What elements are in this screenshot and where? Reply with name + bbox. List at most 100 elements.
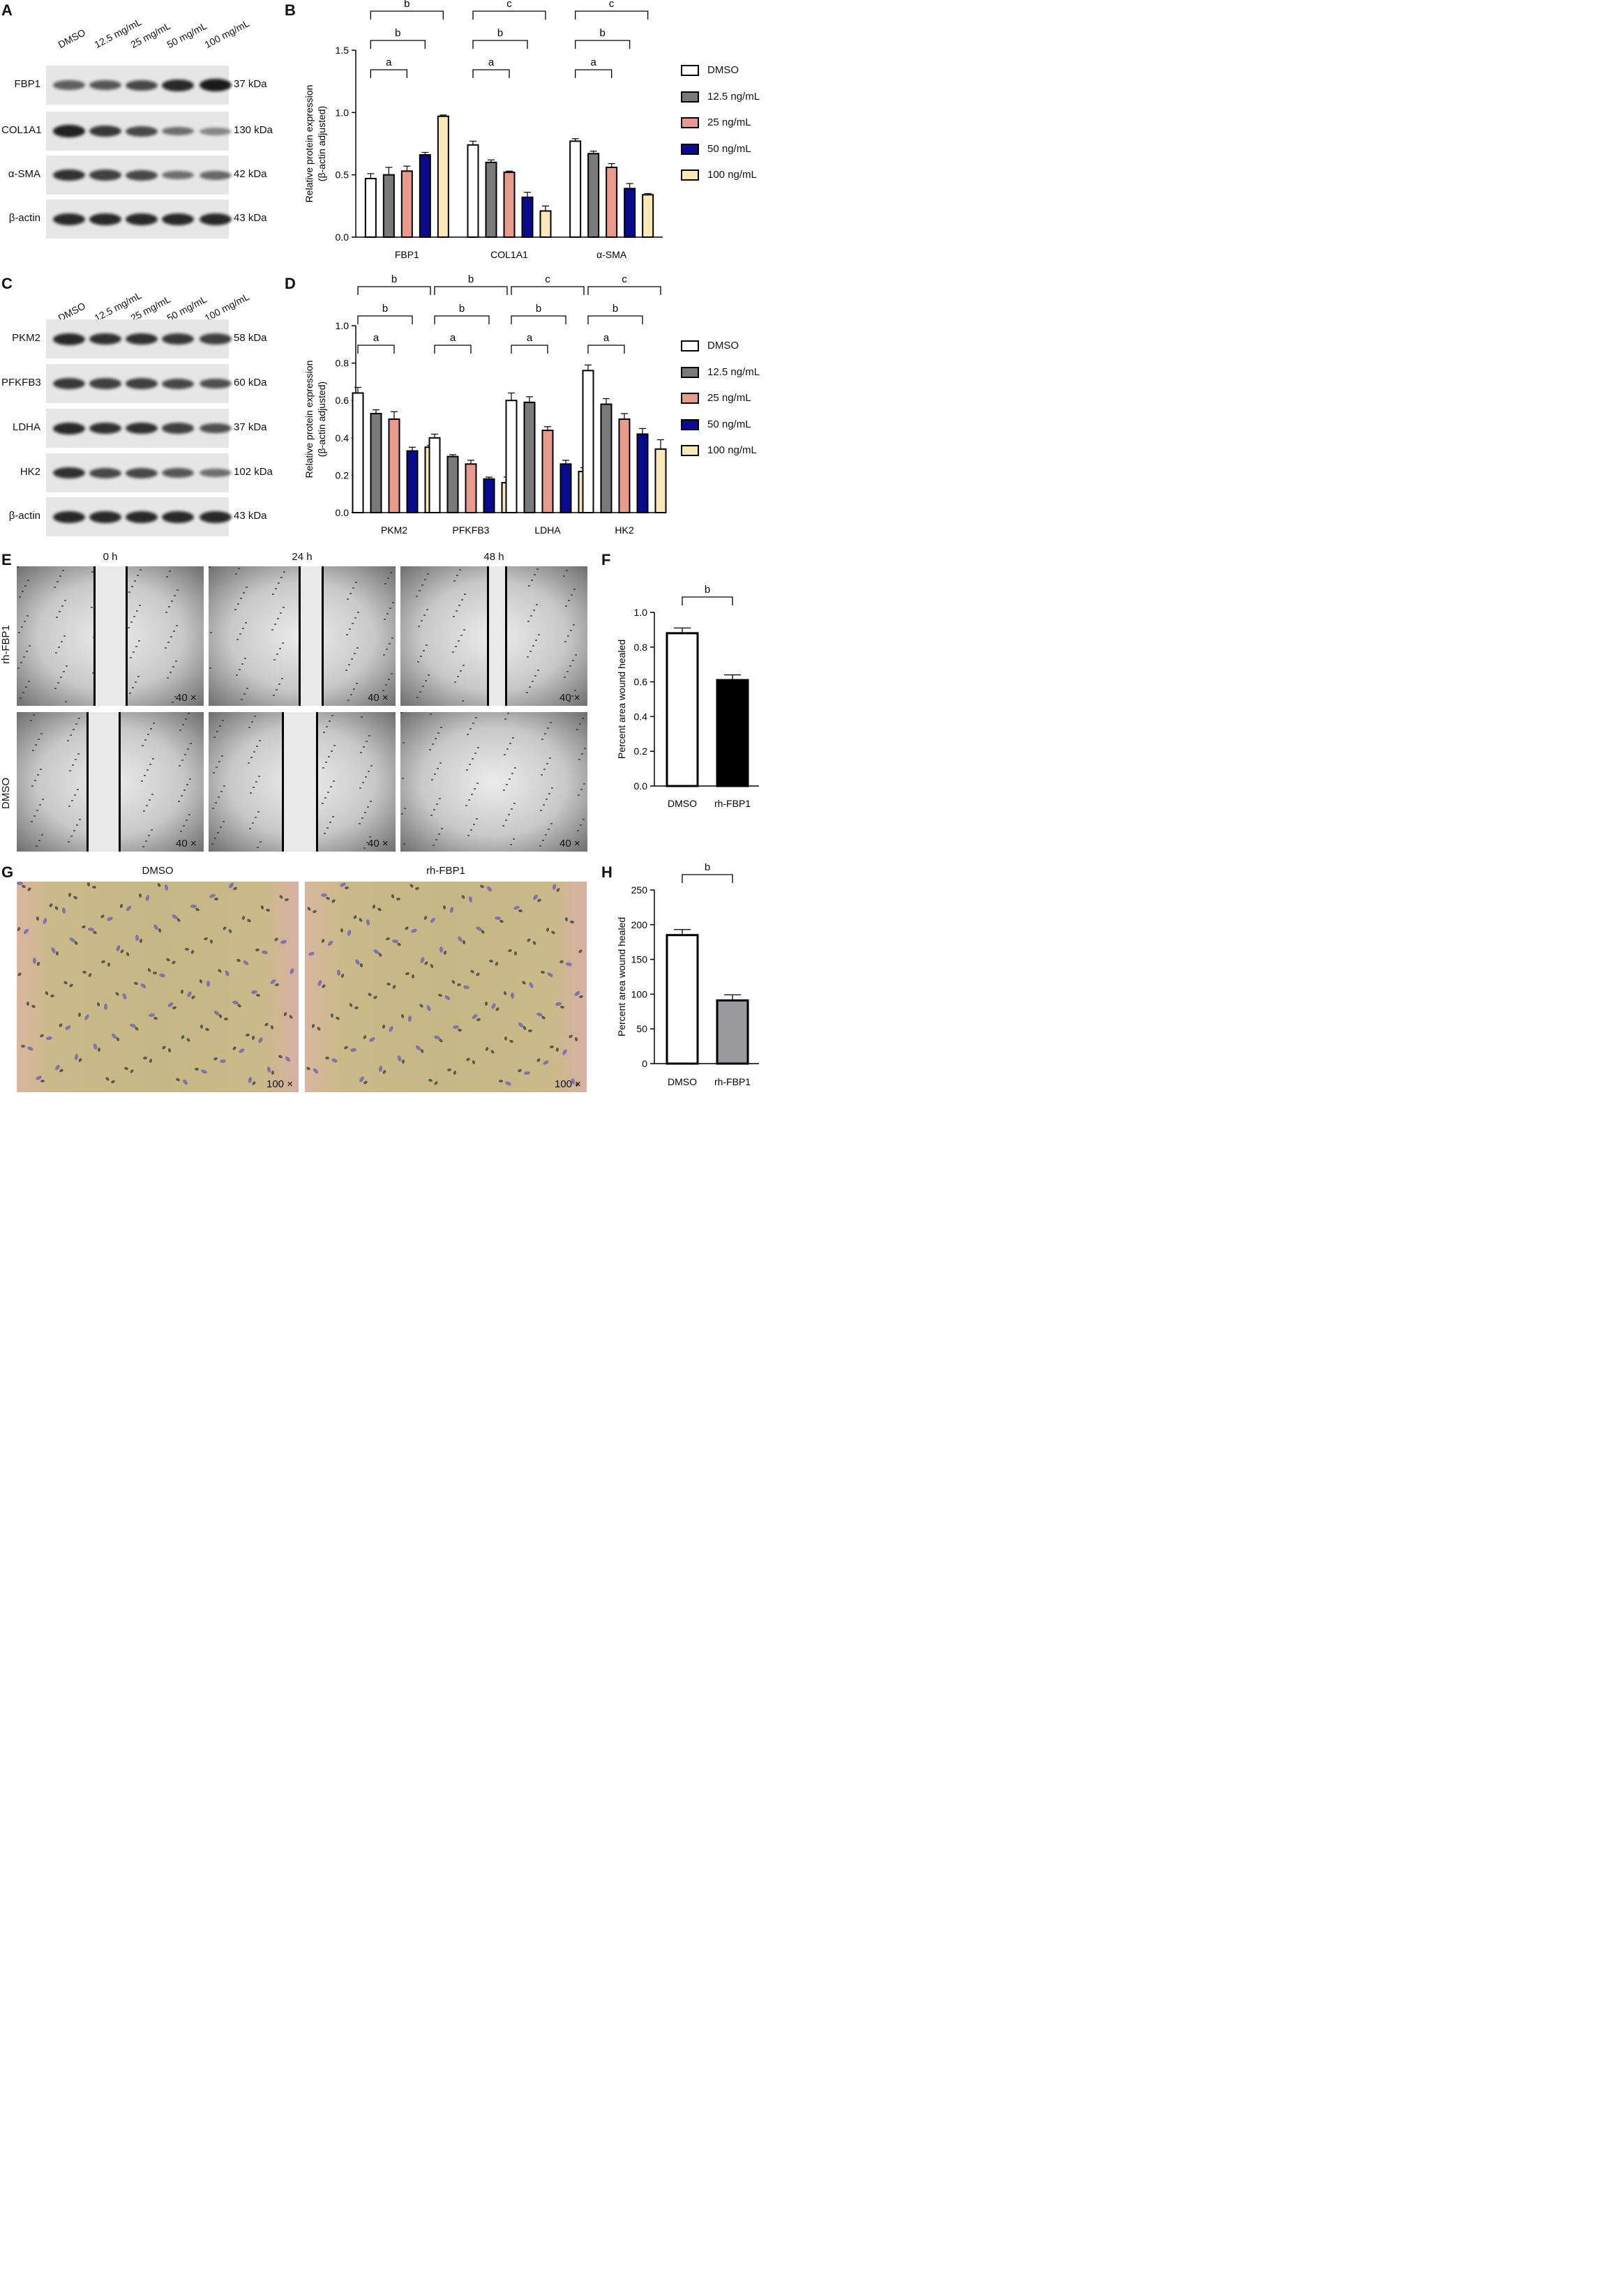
cell-speck — [352, 623, 354, 624]
cell-speck — [181, 795, 183, 796]
membrane-pore — [312, 909, 317, 914]
membrane-pore — [377, 907, 382, 912]
cell-speck — [133, 651, 135, 653]
cell-speck — [17, 667, 20, 669]
cell-speck — [584, 748, 586, 749]
significance-bracket — [587, 345, 625, 354]
y-axis-label: Relative protein expression (β-actin adju… — [303, 361, 327, 478]
cell-speck — [27, 580, 29, 581]
cell-speck — [583, 819, 585, 820]
blot-band — [162, 468, 194, 478]
cell-speck — [258, 776, 260, 777]
cell-speck — [548, 793, 550, 794]
wound-gap — [93, 566, 128, 706]
cell-speck — [416, 697, 419, 698]
membrane-pore — [152, 971, 158, 975]
membrane-pore — [288, 1014, 294, 1020]
cell-speck — [463, 629, 465, 630]
cell-speck — [546, 763, 548, 764]
stained-cell — [219, 1059, 227, 1064]
cell-speck — [468, 799, 470, 801]
membrane-pore — [68, 983, 74, 988]
blot-band — [53, 333, 85, 345]
y-tick-label: 0.6 — [336, 395, 350, 406]
stained-cell — [257, 1036, 264, 1044]
cell-speck — [78, 718, 80, 719]
membrane-pore — [199, 979, 203, 984]
significance-letter: b — [459, 303, 465, 315]
cell-speck — [277, 618, 279, 619]
significance-letter: b — [497, 27, 503, 39]
magnification-label: 40 × — [368, 692, 389, 704]
membrane-pore — [453, 1070, 457, 1075]
cell-speck — [389, 643, 391, 644]
cell-speck — [218, 796, 220, 798]
blot-band — [126, 378, 158, 389]
membrane-pore — [578, 995, 584, 999]
cell-speck — [19, 596, 21, 598]
lane-label: DMSO — [56, 27, 88, 50]
blot-band — [89, 333, 121, 345]
cell-speck — [401, 813, 403, 815]
cell-speck — [440, 727, 442, 728]
cell-speck — [220, 826, 222, 828]
cell-speck — [68, 806, 70, 807]
membrane-pore — [142, 1056, 148, 1060]
membrane-pore — [161, 1045, 167, 1050]
membrane-pore — [472, 1059, 476, 1065]
bar — [400, 170, 413, 239]
membrane-pore — [348, 1002, 354, 1008]
membrane-pore — [68, 892, 72, 898]
cell-speck — [332, 816, 334, 817]
membrane-pore — [541, 1015, 546, 1020]
cell-speck — [476, 783, 479, 784]
cell-speck — [541, 774, 543, 776]
bar — [523, 401, 536, 513]
cell-speck — [453, 580, 456, 582]
membrane-pore — [499, 919, 504, 924]
cell-speck — [39, 804, 41, 806]
blot-band — [200, 170, 232, 180]
membrane-pore — [428, 1078, 433, 1082]
cell-speck — [223, 785, 225, 787]
protein-label: FBP1 — [14, 78, 40, 90]
membrane-pore — [536, 898, 542, 903]
category-label: HK2 — [615, 524, 633, 536]
cell-speck — [71, 800, 73, 801]
cell-speck — [540, 810, 542, 811]
membrane-pore — [442, 905, 446, 910]
y-tick-label: 0.5 — [336, 169, 350, 181]
cell-speck — [35, 744, 37, 746]
cell-speck — [149, 799, 151, 801]
membrane-pore — [465, 1057, 471, 1062]
cell-speck — [22, 591, 24, 592]
cell-speck — [346, 634, 348, 635]
significance-letter: c — [622, 273, 627, 285]
bar — [370, 412, 382, 513]
membrane-pore — [343, 1045, 349, 1050]
membrane-pore — [149, 1058, 153, 1064]
membrane-pore — [176, 917, 181, 923]
membrane-pore — [92, 930, 98, 935]
membrane-pore — [396, 897, 401, 901]
cell-speck — [280, 577, 283, 578]
blot-band — [53, 213, 85, 225]
cell-speck — [235, 573, 237, 575]
stained-cell — [284, 1055, 292, 1063]
cell-speck — [532, 645, 534, 647]
cell-speck — [133, 616, 135, 617]
cell-speck — [363, 746, 365, 748]
cell-speck — [55, 652, 57, 654]
cell-speck — [459, 569, 461, 571]
membrane-pore — [423, 960, 429, 966]
bar-chart-d: 0.0 0.2 0.4 0.6 0.8 1.0 Relative protein expre… — [303, 273, 667, 536]
cell-speck — [27, 615, 29, 617]
category-label: PFKFB3 — [453, 524, 490, 536]
cell-speck — [391, 637, 393, 639]
cell-speck — [575, 654, 577, 656]
stained-cell — [32, 957, 37, 965]
blot-band — [126, 511, 158, 523]
cell-speck — [433, 845, 435, 846]
cell-speck — [61, 605, 63, 607]
stained-cell — [164, 884, 169, 891]
